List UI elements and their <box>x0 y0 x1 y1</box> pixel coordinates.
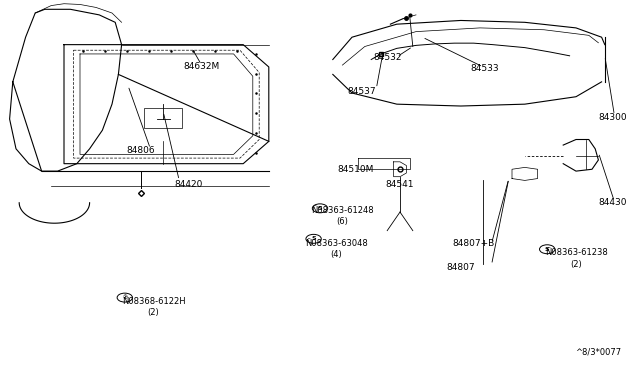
Text: 84537: 84537 <box>348 87 376 96</box>
Text: (2): (2) <box>148 308 159 317</box>
Text: 84541: 84541 <box>386 180 414 189</box>
Text: 84300: 84300 <box>598 113 627 122</box>
Text: 84510M: 84510M <box>337 165 373 174</box>
Text: S: S <box>311 236 316 241</box>
Text: (2): (2) <box>570 260 582 269</box>
Text: 84632M: 84632M <box>184 62 220 71</box>
Text: 84806: 84806 <box>127 146 155 155</box>
Bar <box>144 108 182 128</box>
Text: (6): (6) <box>337 217 348 226</box>
Text: ①: ① <box>122 295 127 300</box>
Text: 84430: 84430 <box>598 198 627 207</box>
Text: Ñ08368-6122H: Ñ08368-6122H <box>122 297 186 306</box>
Text: Ñ08363-61238: Ñ08363-61238 <box>545 248 607 257</box>
Text: 84807: 84807 <box>447 263 475 272</box>
Text: (4): (4) <box>330 250 342 259</box>
Text: Ñ08363-63048: Ñ08363-63048 <box>305 239 367 248</box>
Text: S: S <box>317 206 323 211</box>
Text: 84533: 84533 <box>470 64 499 73</box>
Text: 84532: 84532 <box>373 53 401 62</box>
Text: 84420: 84420 <box>175 180 203 189</box>
Text: Ñ08363-61248: Ñ08363-61248 <box>311 206 374 215</box>
Text: ^8/3*0077: ^8/3*0077 <box>575 347 621 356</box>
Text: S: S <box>545 247 550 252</box>
Text: 84807+B: 84807+B <box>452 239 495 248</box>
